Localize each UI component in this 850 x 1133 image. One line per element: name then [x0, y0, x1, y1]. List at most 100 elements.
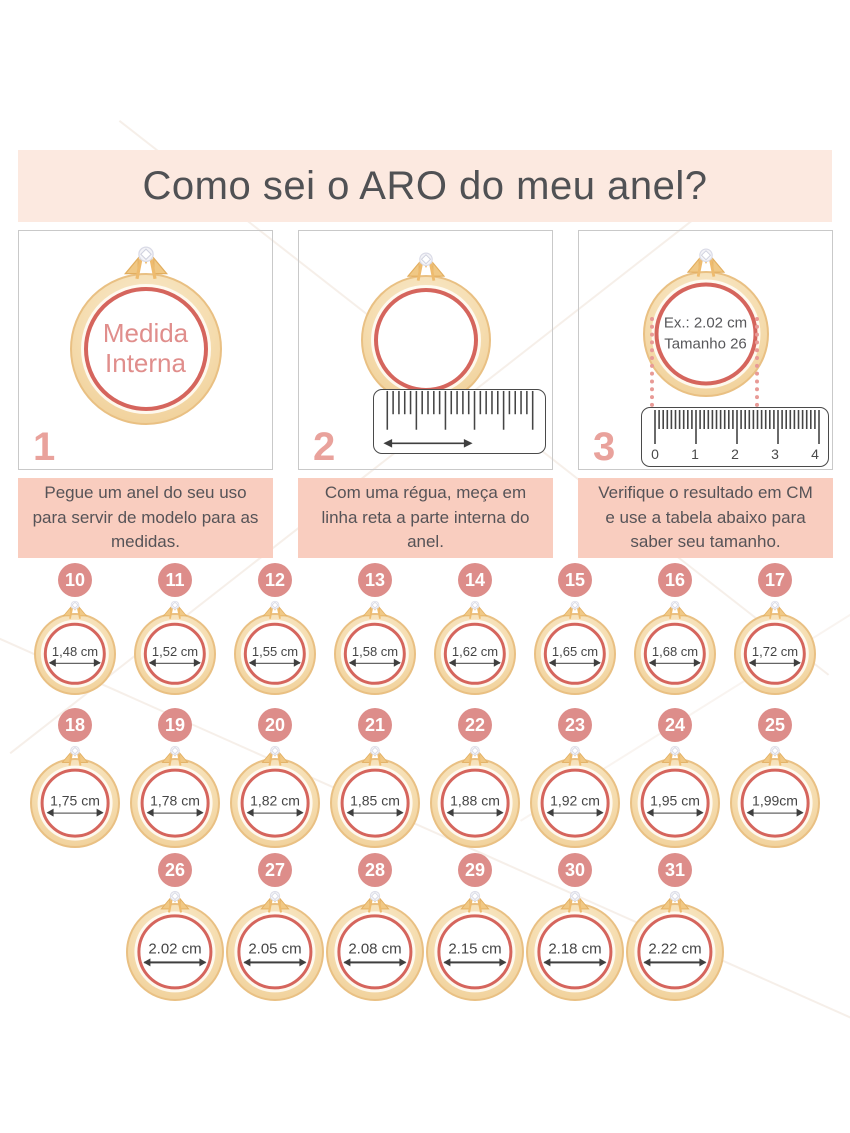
diameter-arrow [543, 958, 607, 966]
step-2-box: 2 [298, 230, 553, 470]
ring-band: 1,82 cm [230, 758, 320, 848]
ring-band: 2.18 cm [526, 903, 624, 1001]
ring-band: 1,85 cm [330, 758, 420, 848]
ring-size-item: 11 1,52 cm [125, 563, 225, 695]
ring-band: 1,52 cm [134, 613, 216, 695]
page-title: Como sei o ARO do meu anel? [142, 163, 708, 208]
ruler-ticks [654, 410, 820, 444]
ring-crown-icon [406, 252, 445, 281]
diameter-arrow [449, 659, 501, 667]
diameter-arrow [343, 958, 407, 966]
ring-crown-icon [461, 745, 489, 766]
ring-inner-circle [373, 288, 478, 392]
ring-inner-circle: 1,92 cm [540, 768, 610, 838]
ring-inner-circle: 1,62 cm [443, 622, 507, 686]
size-badge: 21 [358, 708, 392, 742]
step-1-ring-illustration: Medida Interna [19, 245, 272, 425]
size-badge: 29 [458, 853, 492, 887]
size-badge: 14 [458, 563, 492, 597]
ring-inner-circle: 1,78 cm [140, 768, 210, 838]
ring-crown-icon [160, 890, 190, 913]
diameter-arrow [646, 809, 704, 816]
ring-illustration: 1,82 cm [230, 745, 320, 848]
size-table: 10 1,48 cm 11 [0, 563, 850, 1001]
ring-measure-label: 1,95 cm [650, 792, 700, 809]
diameter-arrow [749, 659, 801, 667]
size-badge: 31 [658, 853, 692, 887]
ring-size-item: 31 2.22 cm [625, 853, 725, 1001]
ring-measure-label: 2.02 cm [148, 940, 202, 958]
ring-measure-label: 1,72 cm [751, 643, 799, 659]
ring-inner-circle: 1,88 cm [440, 768, 510, 838]
ring-band: 1,72 cm [734, 613, 816, 695]
ring-measure-label: 1,99cm [752, 792, 798, 809]
ring-crown-icon [162, 600, 188, 619]
ring-measure-label: 1,88 cm [450, 792, 500, 809]
step-1-number: 1 [33, 425, 56, 469]
size-row-3: 26 2.02 cm 27 [0, 853, 850, 1001]
ring-measure-label: 1,62 cm [451, 643, 499, 659]
dotted-guide-right [755, 317, 759, 407]
ring-band [360, 275, 491, 405]
size-row-1: 10 1,48 cm 11 [0, 563, 850, 708]
title-banner: Como sei o ARO do meu anel? [18, 150, 832, 222]
ring-illustration: 1,95 cm [630, 745, 720, 848]
step-2-number: 2 [313, 425, 336, 469]
ring-crown-icon [360, 890, 390, 913]
ring-band: 1,92 cm [530, 758, 620, 848]
ring-size-item: 26 2.02 cm [125, 853, 225, 1001]
diameter-arrow [146, 809, 204, 816]
ring-measure-label: 2.22 cm [648, 940, 702, 958]
diameter-arrow [746, 809, 804, 816]
step-1-box: Medida Interna 1 [18, 230, 273, 470]
ring-band: Medida Interna [69, 273, 222, 425]
ring-band: 2.15 cm [426, 903, 524, 1001]
diameter-arrow [546, 809, 604, 816]
ring-crown-icon [261, 745, 289, 766]
size-badge: 10 [58, 563, 92, 597]
ring-inner-circle: 2.08 cm [337, 914, 413, 990]
ring-size-item: 23 1,92 cm [525, 708, 625, 848]
ring-crown-icon [361, 745, 389, 766]
size-badge: 20 [258, 708, 292, 742]
size-badge: 22 [458, 708, 492, 742]
ring-inner-circle: 1,82 cm [240, 768, 310, 838]
ruler-illustration [373, 389, 546, 454]
ring-crown-icon [62, 600, 88, 619]
ring-inner-circle: 2.02 cm [137, 914, 213, 990]
diameter-arrow [243, 958, 307, 966]
ring-inner-circle: 1,55 cm [243, 622, 307, 686]
ring-size-item: 14 1,62 cm [425, 563, 525, 695]
ring-crown-icon [123, 246, 168, 279]
size-badge: 19 [158, 708, 192, 742]
ring-band: 2.22 cm [626, 903, 724, 1001]
ring-size-item: 21 1,85 cm [325, 708, 425, 848]
ring-inner-circle: 1,52 cm [143, 622, 207, 686]
ring-crown-icon [460, 890, 490, 913]
ring-inner-circle: 1,65 cm [543, 622, 607, 686]
ring-illustration: 1,62 cm [434, 600, 516, 695]
step-3-caption: Verifique o resultado em CM e use a tabe… [578, 478, 833, 558]
diameter-arrow [649, 659, 701, 667]
ring-size-item: 28 2.08 cm [325, 853, 425, 1001]
ring-measure-label: 1,92 cm [550, 792, 600, 809]
size-badge: 12 [258, 563, 292, 597]
diameter-arrow [643, 958, 707, 966]
ring-band: 2.05 cm [226, 903, 324, 1001]
size-badge: 18 [58, 708, 92, 742]
step-2-caption: Com uma régua, meça em linha reta a part… [298, 478, 553, 558]
diameter-arrow [149, 659, 201, 667]
ring-illustration: 1,58 cm [334, 600, 416, 695]
ring-measure-label: 2.05 cm [248, 940, 302, 958]
size-badge: 15 [558, 563, 592, 597]
ring-illustration: 1,75 cm [30, 745, 120, 848]
dotted-guide-left [650, 317, 654, 407]
ring-crown-icon [61, 745, 89, 766]
ring-illustration: 2.15 cm [426, 890, 524, 1001]
ring-crown-icon [686, 248, 725, 277]
ring-inner-circle: 2.15 cm [437, 914, 513, 990]
size-badge: 13 [358, 563, 392, 597]
ring-illustration: 2.22 cm [626, 890, 724, 1001]
ring-inner-circle: 2.22 cm [637, 914, 713, 990]
ring-crown-icon [661, 745, 689, 766]
